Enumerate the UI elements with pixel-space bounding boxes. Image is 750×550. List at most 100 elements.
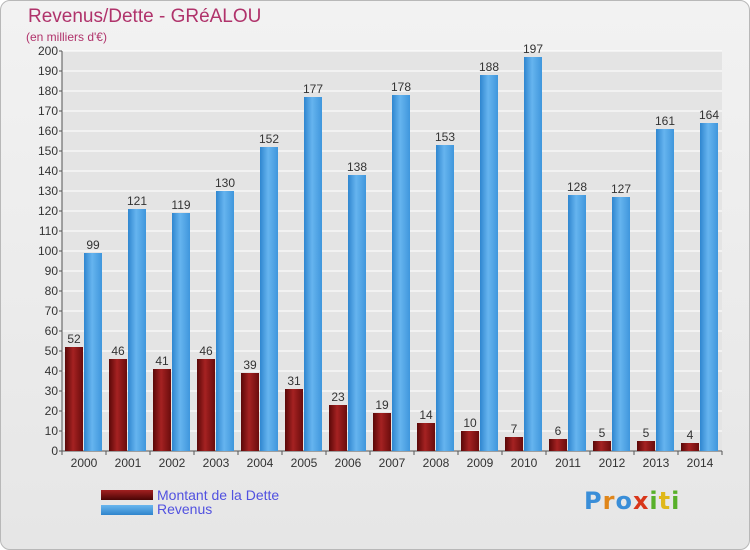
data-label-debt: 19 [375,398,389,412]
y-tick-label: 40 [45,364,59,378]
legend-label-revenus: Revenus [157,501,213,517]
data-label-debt: 23 [331,390,345,404]
legend-swatch-revenus [101,505,153,515]
bar-debt [329,405,347,451]
logo-letter: t [658,487,672,515]
x-tick-label: 2004 [247,456,274,470]
bar-revenue [84,253,102,451]
bar-debt [505,437,523,451]
y-tick-label: 190 [38,64,58,78]
data-label-revenue: 164 [699,108,719,122]
x-tick-label: 2008 [423,456,450,470]
bar-revenue [348,175,366,451]
data-label-debt: 7 [511,422,518,436]
y-tick-label: 130 [38,184,58,198]
bar-revenue [656,129,674,451]
data-label-debt: 4 [687,428,694,442]
x-tick-label: 2003 [203,456,230,470]
data-label-debt: 46 [199,344,213,358]
bar-revenue [392,95,410,451]
y-tick-label: 20 [45,404,59,418]
data-label-debt: 39 [243,358,257,372]
data-label-debt: 52 [67,332,81,346]
chart-subtitle: (en milliers d'€) [26,30,107,44]
data-label-revenue: 99 [86,238,100,252]
y-tick-label: 150 [38,144,58,158]
bar-debt [285,389,303,451]
bar-debt [637,441,655,451]
bar-revenue [172,213,190,451]
y-tick-label: 30 [45,384,59,398]
y-tick-label: 90 [45,264,59,278]
logo-letter: x [632,487,650,515]
x-tick-label: 2002 [159,456,186,470]
bar-revenue [304,97,322,451]
logo-letter: i [671,487,681,515]
logo-letter: o [615,487,633,515]
y-tick-label: 180 [38,84,58,98]
data-label-revenue: 128 [567,180,587,194]
legend-label-dette: Montant de la Dette [157,487,280,503]
data-label-revenue: 188 [479,60,499,74]
y-tick-label: 160 [38,124,58,138]
data-label-debt: 14 [419,408,433,422]
x-tick-label: 2000 [71,456,98,470]
x-tick-label: 2014 [687,456,714,470]
data-label-revenue: 119 [171,198,190,212]
legend-swatch-dette [101,490,153,500]
bar-debt [593,441,611,451]
x-tick-label: 2005 [291,456,318,470]
bar-debt [241,373,259,451]
data-label-revenue: 161 [655,114,675,128]
logo-letter: P [584,487,603,515]
data-label-debt: 41 [155,354,169,368]
data-label-debt: 5 [643,426,650,440]
data-label-revenue: 138 [347,160,367,174]
data-label-debt: 10 [463,416,477,430]
data-label-revenue: 153 [435,130,455,144]
y-tick-label: 60 [45,324,59,338]
bar-debt [681,443,699,451]
bar-revenue [260,147,278,451]
bar-revenue [216,191,234,451]
data-label-debt: 6 [555,424,562,438]
data-label-revenue: 130 [215,176,235,190]
y-tick-label: 200 [38,44,58,58]
data-label-revenue: 127 [611,182,631,196]
proxiti-logo: Proxiti [584,487,680,515]
bar-debt [153,369,171,451]
data-label-revenue: 121 [127,194,147,208]
logo-letter: r [602,487,616,515]
bar-debt [461,431,479,451]
x-tick-label: 2001 [115,456,142,470]
data-label-debt: 5 [599,426,606,440]
bar-debt [417,423,435,451]
x-tick-label: 2009 [467,456,494,470]
y-tick-label: 70 [45,304,59,318]
x-tick-label: 2006 [335,456,362,470]
bar-debt [373,413,391,451]
y-tick-label: 100 [38,244,58,258]
data-label-debt: 31 [287,374,301,388]
y-tick-label: 0 [51,444,58,458]
data-label-revenue: 197 [523,42,543,56]
data-label-revenue: 178 [391,80,411,94]
data-label-revenue: 177 [303,82,323,96]
y-tick-label: 50 [45,344,59,358]
y-tick-label: 170 [38,104,58,118]
y-tick-label: 10 [45,424,59,438]
bar-debt [549,439,567,451]
data-label-revenue: 152 [259,132,279,146]
x-tick-label: 2012 [599,456,626,470]
bar-revenue [524,57,542,451]
y-tick-label: 120 [38,204,58,218]
y-tick-label: 140 [38,164,58,178]
y-tick-label: 80 [45,284,59,298]
chart-title: Revenus/Dette - GRéALOU [28,6,262,27]
x-tick-label: 2011 [555,456,581,470]
bar-debt [109,359,127,451]
x-tick-label: 2007 [379,456,406,470]
x-tick-label: 2013 [643,456,670,470]
